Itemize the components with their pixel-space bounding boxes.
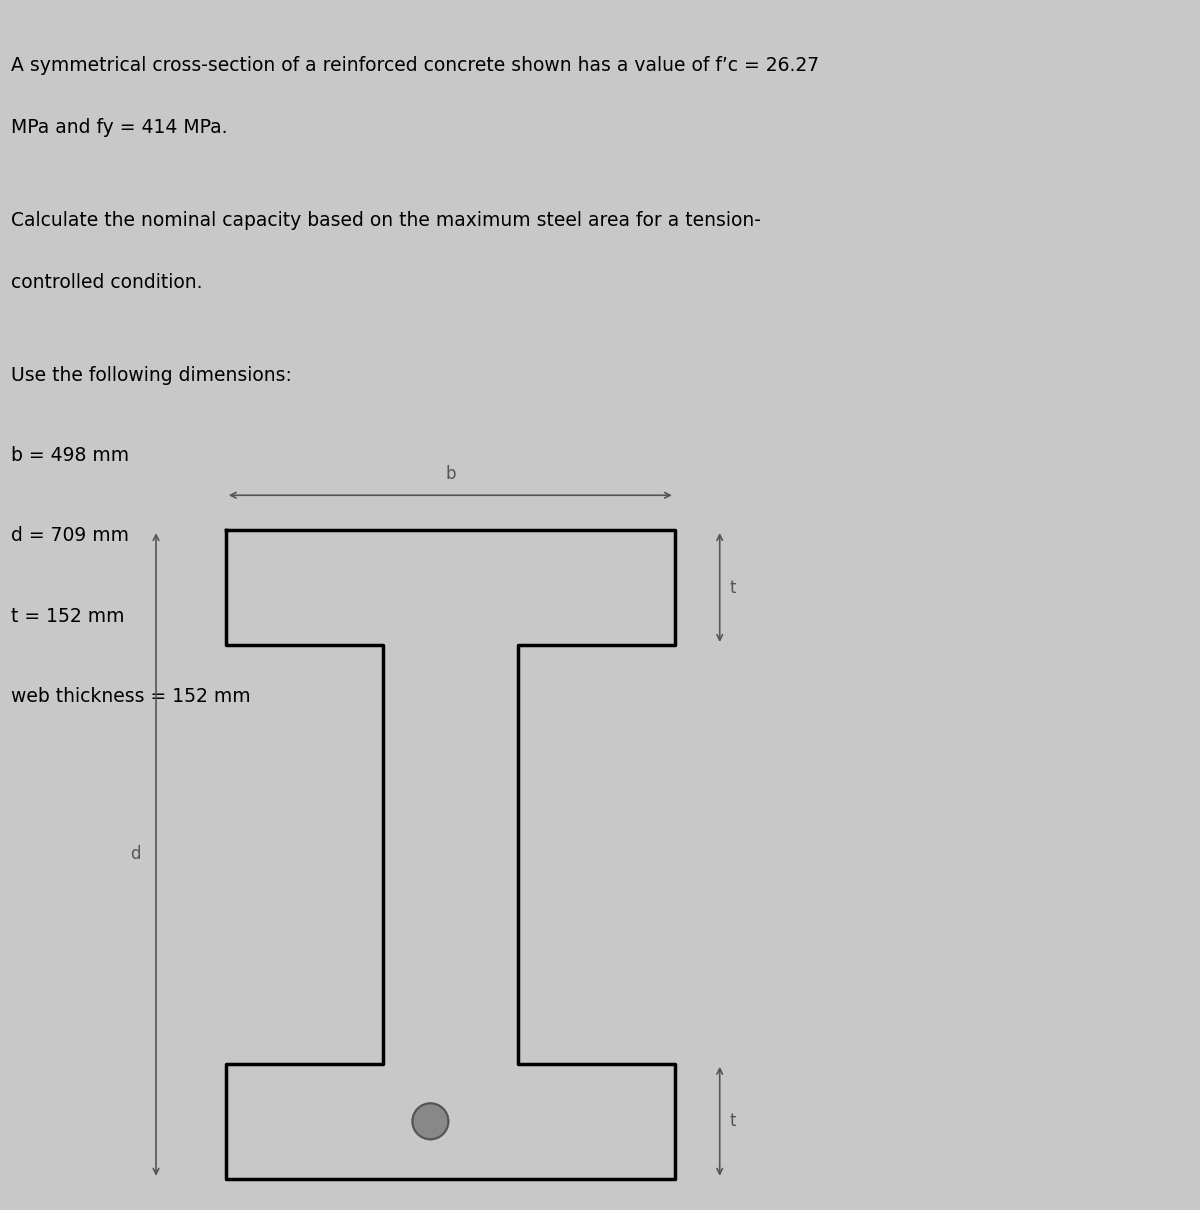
Text: d = 709 mm: d = 709 mm <box>11 526 130 546</box>
Text: b = 498 mm: b = 498 mm <box>11 446 130 465</box>
Text: t = 152 mm: t = 152 mm <box>11 606 125 626</box>
Text: t: t <box>730 1112 736 1130</box>
Text: MPa and fy = 414 MPa.: MPa and fy = 414 MPa. <box>11 119 228 137</box>
Text: b: b <box>445 466 456 483</box>
Text: t: t <box>730 578 736 597</box>
Text: Calculate the nominal capacity based on the maximum steel area for a tension-: Calculate the nominal capacity based on … <box>11 211 761 230</box>
Text: controlled condition.: controlled condition. <box>11 272 203 292</box>
Circle shape <box>413 1104 449 1140</box>
Text: web thickness = 152 mm: web thickness = 152 mm <box>11 687 251 707</box>
Text: A symmetrical cross-section of a reinforced concrete shown has a value of f’c = : A symmetrical cross-section of a reinfor… <box>11 56 820 75</box>
Text: d: d <box>131 846 142 864</box>
Text: Use the following dimensions:: Use the following dimensions: <box>11 365 293 385</box>
